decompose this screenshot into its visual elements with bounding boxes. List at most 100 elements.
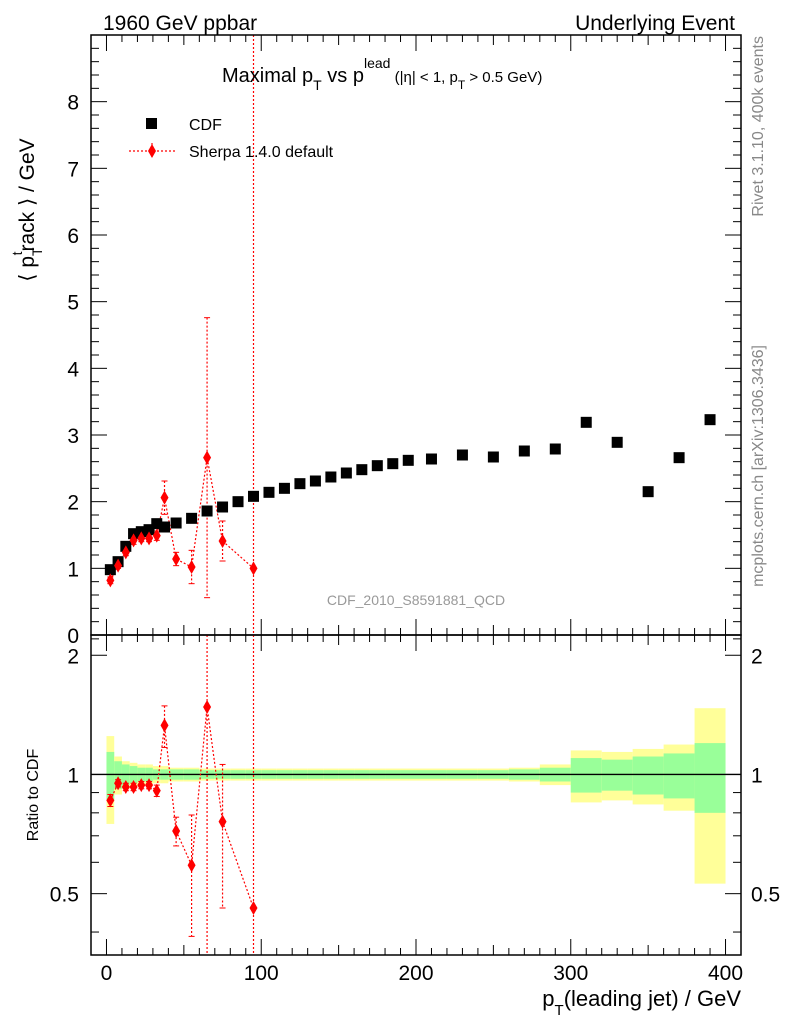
cdf-point xyxy=(248,490,259,502)
mc-point xyxy=(218,534,227,548)
cdf-point xyxy=(151,518,163,530)
mc-point xyxy=(160,490,169,505)
mc-point xyxy=(121,545,130,560)
cdf-point xyxy=(642,486,654,498)
mc-series-line xyxy=(109,457,254,581)
cdf-point xyxy=(263,486,275,498)
mcplots-label: mcplots.cern.ch [arXiv:1306.3436] xyxy=(750,345,767,587)
cdf-point xyxy=(371,460,383,472)
ratio-point xyxy=(106,793,115,808)
cdf-point xyxy=(309,475,321,487)
mc-point xyxy=(203,450,212,465)
ratio-point xyxy=(145,778,154,793)
cdf-point xyxy=(387,458,399,470)
cdf-point xyxy=(232,496,244,508)
cdf-point xyxy=(170,517,182,529)
mc-point xyxy=(129,533,138,548)
x-axis-label: pT(leading jet) / GeV xyxy=(542,986,741,1019)
ratio-series-line xyxy=(109,706,255,909)
legend-cdf-marker xyxy=(146,118,157,129)
band-inner xyxy=(106,751,115,801)
x-tick-label: 400 xyxy=(708,962,743,985)
y-tick-label: 4 xyxy=(67,358,79,381)
ratio-point xyxy=(114,776,123,791)
cdf-point xyxy=(325,471,337,483)
header-right: Underlying Event xyxy=(575,12,735,35)
mc-point xyxy=(187,560,196,574)
band-inner xyxy=(601,759,633,791)
legend-cdf-label: CDF xyxy=(189,117,222,134)
ratio-point xyxy=(172,823,181,838)
cdf-point xyxy=(217,501,229,513)
mc-point xyxy=(145,531,154,546)
y-tick-label: 7 xyxy=(67,158,79,181)
cdf-point xyxy=(704,414,716,426)
cdf-point xyxy=(201,505,213,517)
cdf-point xyxy=(186,512,198,524)
cdf-point xyxy=(549,443,561,455)
x-tick-label: 0 xyxy=(101,962,113,985)
ratio-point xyxy=(129,779,138,794)
cdf-point xyxy=(456,449,468,461)
x-tick-label: 200 xyxy=(398,962,433,985)
x-tick-label: 100 xyxy=(244,962,279,985)
cdf-point xyxy=(143,524,155,536)
y-tick-label: 6 xyxy=(67,225,79,248)
mc-point xyxy=(114,558,123,573)
cdf-point xyxy=(425,453,437,465)
ratio-y-tick-label: 2 xyxy=(67,645,79,668)
ratio-point xyxy=(203,700,212,715)
mc-data-points xyxy=(106,450,258,588)
upper-panel: 0 1 2 3 4 5 6 7 8 Maximal pT vs plead (|η| < 1, … xyxy=(9,34,742,648)
ratio-point xyxy=(160,718,169,733)
rivet-label: Rivet 3.1.10, 400k events xyxy=(750,36,767,217)
ratio-point xyxy=(152,783,161,798)
cdf-point xyxy=(518,445,530,457)
uncertainty-bands xyxy=(106,708,726,884)
y-tick-label: 8 xyxy=(67,92,79,115)
legend-mc-marker xyxy=(148,144,156,158)
cdf-point xyxy=(159,521,171,533)
legend-mc-label: Sherpa 1.4.0 default xyxy=(189,144,334,161)
y-tick-label: 2 xyxy=(67,492,79,515)
plot-title: Maximal pT vs plead (|η| < 1, pT > 0.5 G… xyxy=(222,55,542,93)
ratio-y-tick-label-right: 2 xyxy=(751,645,763,668)
band-inner xyxy=(694,743,726,813)
band-inner xyxy=(570,758,602,793)
y-tick-label: 5 xyxy=(67,292,79,315)
ratio-y-tick-label-right: 1 xyxy=(751,764,763,787)
ratio-point xyxy=(137,778,146,793)
x-tick-label: 300 xyxy=(553,962,588,985)
analysis-id: CDF_2010_S8591881_QCD xyxy=(327,592,505,608)
mc-point xyxy=(249,561,258,576)
cdf-point xyxy=(294,478,306,490)
ratio-data-points xyxy=(106,700,258,916)
ratio-error-bars xyxy=(107,635,255,955)
cdf-point xyxy=(104,564,116,576)
header-left: 1960 GeV ppbar xyxy=(103,12,257,35)
ratio-point xyxy=(249,901,258,916)
ratio-point xyxy=(218,814,227,829)
ratio-y-tick-label: 1 xyxy=(67,764,79,787)
mc-point xyxy=(137,531,146,546)
ratio-y-label: Ratio to CDF xyxy=(25,749,42,842)
mc-point xyxy=(152,528,161,543)
band-inner xyxy=(663,753,695,799)
cdf-point xyxy=(487,451,499,463)
upper-axis-ticks: 0 1 2 3 4 5 6 7 8 xyxy=(67,35,741,648)
mc-point xyxy=(106,573,115,588)
cdf-point xyxy=(278,482,290,494)
cdf-point xyxy=(340,467,352,479)
y-tick-label: 1 xyxy=(67,558,79,581)
y-tick-label: 3 xyxy=(67,425,79,448)
cdf-point xyxy=(611,436,623,448)
mc-point xyxy=(172,552,181,566)
ratio-y-tick-label: 0.5 xyxy=(50,884,79,907)
cdf-point xyxy=(356,464,368,476)
ratio-axis-ticks: 0.5 0.5 1 1 2 2 0 100 200 300 400 xyxy=(50,635,780,985)
y-tick-label: 0 xyxy=(67,625,79,648)
ratio-point xyxy=(121,779,130,794)
ratio-point xyxy=(187,858,196,873)
ratio-y-tick-label-right: 0.5 xyxy=(751,884,780,907)
